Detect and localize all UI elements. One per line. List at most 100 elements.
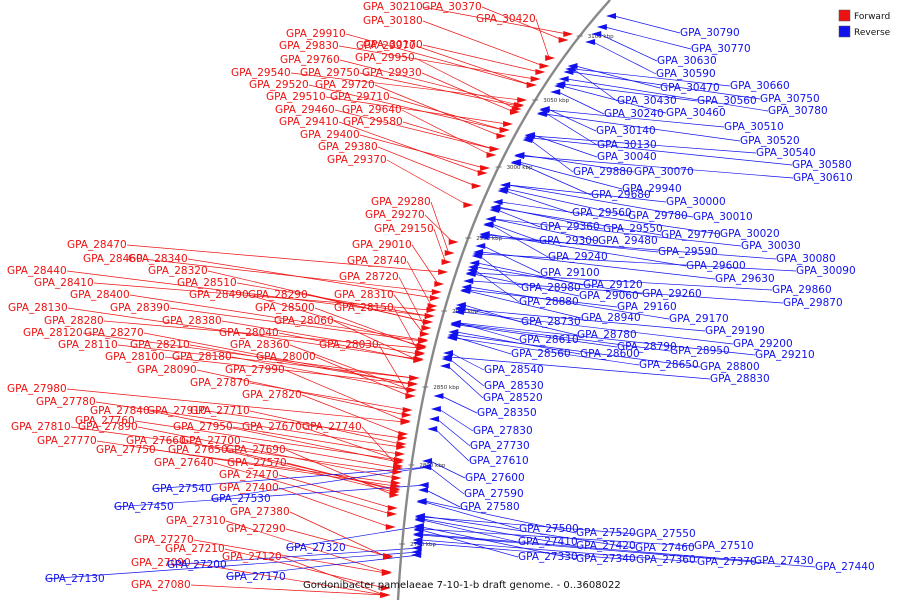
- reverse-gene-arrow: [585, 39, 596, 45]
- reverse-gene-label: GPA_27320: [286, 542, 346, 554]
- reverse-connector: [571, 71, 761, 100]
- forward-connector: [95, 401, 401, 448]
- reverse-gene-label: GPA_29210: [755, 349, 815, 361]
- reverse-gene-label: GPA_27540: [152, 483, 212, 495]
- forward-connector: [422, 20, 544, 67]
- forward-gene-arrow: [434, 281, 445, 287]
- reverse-gene-label: GPA_28350: [477, 407, 537, 419]
- forward-connector: [155, 449, 395, 484]
- reverse-gene-arrow: [465, 271, 476, 277]
- forward-gene-label: GPA_30170: [363, 39, 423, 51]
- forward-gene-arrow: [424, 313, 435, 319]
- forward-gene-arrow: [400, 419, 411, 425]
- forward-gene-arrow: [423, 319, 434, 325]
- forward-connector: [236, 282, 429, 317]
- forward-gene-label: GPA_29400: [300, 129, 360, 141]
- forward-gene-arrow: [463, 202, 474, 208]
- reverse-connector: [497, 209, 541, 228]
- reverse-connector: [486, 236, 777, 260]
- forward-gene-label: GPA_28340: [128, 253, 188, 265]
- reverse-gene-label: GPA_30780: [768, 105, 828, 117]
- forward-connector: [103, 320, 421, 349]
- forward-connector: [398, 276, 426, 329]
- reverse-connector: [285, 525, 422, 549]
- forward-gene-arrow: [383, 553, 394, 559]
- forward-gene-arrow: [441, 259, 452, 265]
- forward-gene-arrow: [489, 146, 500, 152]
- reverse-connector: [421, 529, 519, 558]
- reverse-gene-arrow: [475, 243, 486, 249]
- reverse-connector: [483, 245, 541, 274]
- reverse-gene-label: GPA_28530: [484, 380, 544, 392]
- forward-connector: [433, 228, 446, 263]
- forward-gene-label: GPA_28310: [334, 289, 394, 301]
- forward-connector: [286, 462, 395, 491]
- forward-connector: [411, 244, 439, 285]
- forward-connector: [377, 146, 476, 187]
- reverse-connector: [454, 337, 640, 366]
- forward-connector: [278, 487, 390, 528]
- forward-gene-label: GPA_27650: [168, 444, 228, 456]
- reverse-gene-label: GPA_27550: [636, 528, 696, 540]
- reverse-gene-label: GPA_30790: [680, 27, 740, 39]
- forward-connector: [240, 440, 398, 469]
- reverse-gene-arrow: [411, 549, 422, 555]
- forward-gene-label: GPA_28470: [67, 239, 127, 251]
- forward-connector: [345, 33, 531, 86]
- forward-gene-arrow: [409, 375, 420, 381]
- forward-gene-label: GPA_27890: [78, 421, 138, 433]
- reverse-gene-arrow: [565, 66, 576, 72]
- reverse-gene-label: GPA_30520: [740, 135, 800, 147]
- reverse-connector: [434, 428, 470, 462]
- reverse-gene-label: GPA_28650: [639, 359, 699, 371]
- reverse-gene-label: GPA_29190: [705, 325, 765, 337]
- forward-gene-label: GPA_27470: [219, 469, 279, 481]
- forward-gene-arrow: [398, 431, 409, 437]
- reverse-gene-label: GPA_30080: [776, 253, 836, 265]
- forward-connector: [315, 356, 410, 397]
- forward-gene-arrow: [392, 465, 403, 471]
- forward-gene-label: GPA_28320: [148, 265, 208, 277]
- forward-gene-label: GPA_28150: [334, 302, 394, 314]
- legend-reverse-swatch: [838, 25, 851, 38]
- forward-connector: [333, 320, 418, 361]
- reverse-gene-label: GPA_30000: [666, 196, 726, 208]
- forward-connector: [189, 344, 412, 385]
- forward-gene-label: GPA_27950: [173, 421, 233, 433]
- reverse-gene-label: GPA_30750: [760, 93, 820, 105]
- forward-connector: [232, 426, 400, 455]
- forward-gene-arrow: [444, 250, 455, 256]
- reverse-gene-arrow: [450, 320, 461, 326]
- reverse-connector: [447, 365, 484, 399]
- reverse-connector: [424, 501, 520, 530]
- forward-connector: [289, 511, 388, 558]
- forward-gene-arrow: [405, 393, 416, 399]
- forward-gene-label: GPA_27990: [225, 364, 285, 376]
- reverse-connector: [613, 15, 681, 34]
- forward-gene-label: GPA_27670: [242, 421, 302, 433]
- reverse-gene-label: GPA_29940: [622, 183, 682, 195]
- forward-connector: [169, 307, 423, 342]
- forward-connector: [70, 426, 397, 473]
- reverse-connector: [462, 308, 706, 332]
- reverse-connector: [113, 484, 427, 508]
- reverse-connector: [545, 112, 598, 146]
- reverse-gene-label: GPA_27360: [636, 554, 696, 566]
- forward-gene-label: GPA_27910: [147, 405, 207, 417]
- reverse-gene-arrow: [413, 524, 424, 530]
- reverse-connector: [471, 280, 784, 304]
- reverse-gene-label: GPA_29300: [539, 235, 599, 247]
- forward-connector: [406, 260, 432, 307]
- reverse-gene-arrow: [412, 537, 423, 543]
- reverse-connector: [428, 466, 465, 495]
- forward-gene-label: GPA_29760: [280, 54, 340, 66]
- reverse-gene-arrow: [492, 199, 503, 205]
- reverse-gene-label: GPA_27170: [226, 571, 286, 583]
- reverse-gene-label: GPA_27430: [754, 555, 814, 567]
- reverse-connector: [474, 269, 520, 303]
- reverse-gene-label: GPA_28540: [484, 364, 544, 376]
- forward-connector: [535, 18, 550, 59]
- reverse-gene-label: GPA_30090: [796, 265, 856, 277]
- reverse-gene-label: GPA_30660: [730, 80, 790, 92]
- reverse-connector: [461, 311, 734, 345]
